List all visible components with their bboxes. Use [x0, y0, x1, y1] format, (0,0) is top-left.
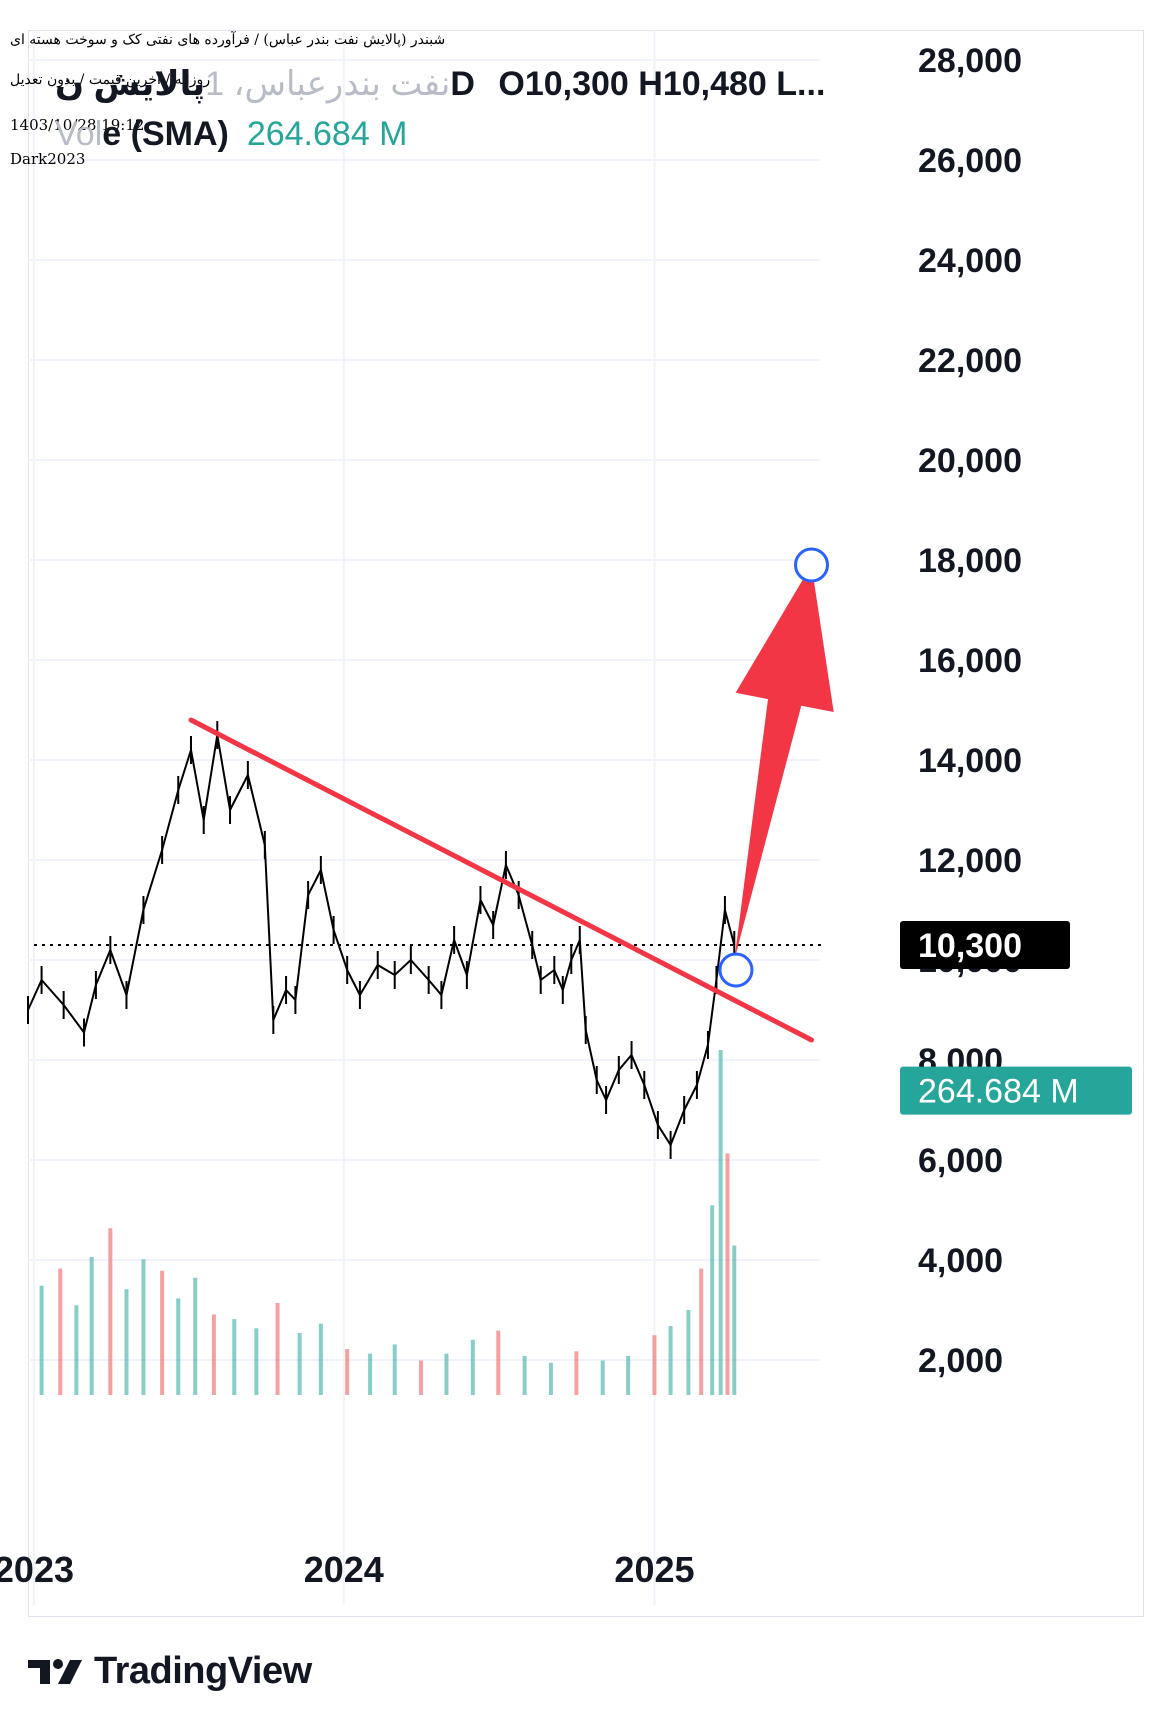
last-price-tag-bg: [900, 921, 1070, 969]
legend-symbol: پالایش ن: [55, 65, 206, 103]
volume-bar: [211, 1314, 216, 1395]
chart-meta-author: Dark2023: [10, 150, 86, 168]
price-tick-label: 20,000: [918, 442, 1022, 480]
volume-bar: [58, 1268, 63, 1395]
legend-volume-row[interactable]: Vole (SMA) 264.684 M: [55, 115, 408, 154]
price-tick-label: 2,000: [918, 1342, 1003, 1380]
volume-bar: [522, 1355, 527, 1395]
price-tick-label: 12,000: [918, 842, 1022, 880]
time-tick-label: 2023: [0, 1549, 74, 1590]
volume-bar: [392, 1344, 397, 1395]
volume-bar: [718, 1050, 723, 1395]
price-tick-label: 22,000: [918, 342, 1022, 380]
price-line: [27, 734, 736, 1146]
chart-meta-date: 1403/10/28 19:12: [10, 116, 145, 134]
legend-interval: D: [450, 65, 475, 103]
volume-bar: [732, 1245, 737, 1395]
volume-bar: [652, 1335, 657, 1395]
price-axis[interactable]: 2,0004,0006,0008,00010,00012,00014,00016…: [918, 42, 1022, 1380]
volume-bar: [725, 1153, 730, 1395]
volume-bar: [600, 1360, 605, 1395]
price-tick-label: 18,000: [918, 542, 1022, 580]
volume-bar: [345, 1349, 350, 1395]
time-axis[interactable]: 2023 2024 2025: [0, 1549, 695, 1590]
time-tick-label: 2025: [614, 1549, 694, 1590]
price-tick-label: 26,000: [918, 142, 1022, 180]
volume-bar: [176, 1298, 181, 1395]
drawing-handle: [718, 952, 754, 988]
volume-bars: [39, 1050, 737, 1395]
volume-sma-tag: 264.684 M: [900, 1066, 1132, 1115]
volume-bar: [668, 1326, 673, 1395]
volume-bar: [232, 1319, 237, 1395]
tradingview-logo-text: TradingView: [94, 1650, 312, 1692]
chart-meta-title: شبندر (پالایش نفت بندر عباس) / فرآورده ه…: [10, 32, 446, 48]
legend-volume-value: 264.684 M: [246, 115, 408, 153]
last-price-label: 10,300: [918, 927, 1022, 965]
volume-bar: [89, 1257, 94, 1395]
legend-volume-ghost: Vol: [55, 115, 103, 153]
volume-bar: [141, 1259, 146, 1395]
price-tick-label: 14,000: [918, 742, 1022, 780]
legend-volume-label: e (SMA): [102, 115, 229, 153]
target-arrow[interactable]: [734, 565, 834, 960]
volume-bar: [710, 1205, 715, 1395]
volume-bar: [496, 1330, 501, 1395]
volume-bar: [39, 1285, 44, 1395]
legend-ohlc: O10,300 H10,480 L...: [498, 65, 826, 103]
volume-bar: [160, 1270, 165, 1395]
chart-frame[interactable]: [28, 30, 1144, 1617]
tradingview-logo-icon: [28, 1658, 82, 1684]
volume-bar: [574, 1351, 579, 1395]
price-tick-label: 6,000: [918, 1142, 1003, 1180]
legend-symbol-row[interactable]: نفت بندرعباس، 1پالایش ن D O10,300 H10,480…: [55, 64, 825, 104]
time-tick-label: 2024: [304, 1549, 384, 1590]
last-price-tag: 10,300: [900, 921, 1070, 969]
volume-bar: [254, 1328, 259, 1395]
volume-bar: [74, 1305, 79, 1395]
volume-bar: [368, 1353, 373, 1395]
volume-bar: [193, 1277, 198, 1395]
price-tick-label: 16,000: [918, 642, 1022, 680]
volume-sma-label: 264.684 M: [918, 1073, 1079, 1111]
volume-bar: [124, 1289, 129, 1395]
volume-bar: [444, 1353, 449, 1395]
tradingview-logo[interactable]: TradingView: [28, 1650, 312, 1693]
trendline[interactable]: [188, 717, 815, 1043]
price-tick-label: 28,000: [918, 42, 1022, 80]
volume-bar: [419, 1360, 424, 1395]
volume-bar: [108, 1228, 113, 1395]
volume-bar: [275, 1303, 280, 1395]
legend-symbol-ghost: نفت بندرعباس، 1: [205, 65, 451, 103]
volume-sma-tag-bg: [900, 1066, 1132, 1115]
volume-bar: [470, 1339, 475, 1395]
price-series: [27, 721, 736, 1159]
volume-bar: [686, 1309, 691, 1395]
volume-bar: [548, 1362, 553, 1395]
drawing-handles[interactable]: [718, 547, 830, 988]
price-tick-label: 24,000: [918, 242, 1022, 280]
chart-meta-subtitle: روزانه / آخرین قیمت / بدون تعدیل: [10, 72, 211, 88]
price-tick-label: 4,000: [918, 1242, 1003, 1280]
volume-bar: [626, 1355, 631, 1395]
volume-bar: [297, 1332, 302, 1395]
volume-bar: [699, 1268, 704, 1395]
volume-bar: [318, 1323, 323, 1395]
drawing-handle: [794, 547, 830, 583]
